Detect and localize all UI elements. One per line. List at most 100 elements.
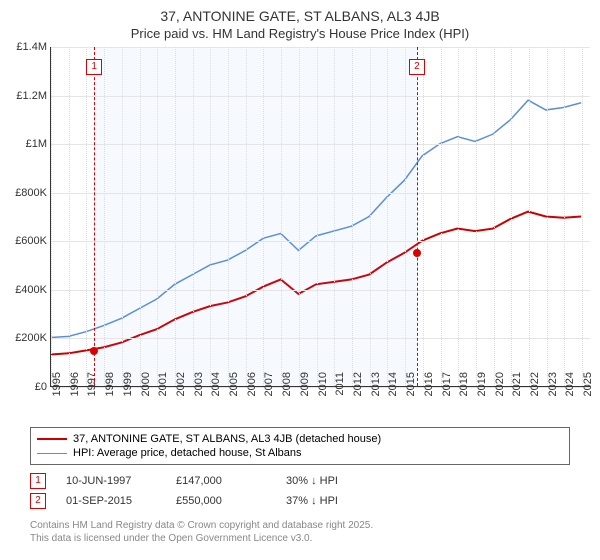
y-tick-label: £1.2M [3,90,47,102]
x-tick-label: 2000 [140,372,152,402]
marker-badge: 1 [86,59,102,75]
transaction-row: 201-SEP-2015£550,00037% ↓ HPI [30,491,570,511]
x-tick-label: 2003 [193,372,205,402]
legend-swatch [37,453,67,454]
gridline [441,47,442,386]
y-tick-label: £1M [3,138,47,150]
x-tick-label: 2022 [529,372,541,402]
x-tick-label: 2023 [547,372,559,402]
gridline [51,96,590,97]
y-tick-label: £1.4M [3,41,47,53]
legend-item: 37, ANTONINE GATE, ST ALBANS, AL3 4JB (d… [37,432,563,446]
gridline [564,47,565,386]
gridline [494,47,495,386]
x-tick-label: 1995 [51,372,63,402]
legend-swatch [37,438,67,440]
gridline [476,47,477,386]
x-tick-label: 2025 [582,372,594,402]
gridline [529,47,530,386]
gridline [281,47,282,386]
transaction-price: £550,000 [176,495,266,507]
gridline [210,47,211,386]
gridline [299,47,300,386]
marker-badge: 2 [409,59,425,75]
y-tick-label: £800K [3,187,47,199]
gridline [104,47,105,386]
gridline [122,47,123,386]
gridline [51,290,590,291]
y-tick-label: £400K [3,284,47,296]
footer-line: This data is licensed under the Open Gov… [30,532,570,545]
gridline [423,47,424,386]
transaction-date: 10-JUN-1997 [66,475,156,487]
transaction-price: £147,000 [176,475,266,487]
y-tick-label: £600K [3,235,47,247]
gridline [51,338,590,339]
x-tick-label: 1999 [122,372,134,402]
x-tick-label: 2017 [441,372,453,402]
x-tick-label: 2012 [352,372,364,402]
x-tick-label: 2005 [228,372,240,402]
gridline [69,47,70,386]
chart-subtitle: Price paid vs. HM Land Registry's House … [0,24,600,47]
x-tick-label: 2006 [246,372,258,402]
footer: Contains HM Land Registry data © Crown c… [30,519,570,545]
gridline [458,47,459,386]
x-tick-label: 2018 [458,372,470,402]
x-tick-label: 1997 [86,372,98,402]
marker-line [94,47,95,386]
legend-label: HPI: Average price, detached house, St A… [73,447,302,459]
shade-region [94,47,417,386]
x-tick-label: 2008 [281,372,293,402]
y-tick-label: £200K [3,332,47,344]
plot: £0£200K£400K£600K£800K£1M£1.2M£1.4M19951… [50,47,590,387]
transaction-date: 01-SEP-2015 [66,495,156,507]
gridline [317,47,318,386]
gridline [511,47,512,386]
gridline [547,47,548,386]
transactions-table: 110-JUN-1997£147,00030% ↓ HPI201-SEP-201… [30,471,570,511]
gridline [86,47,87,386]
x-tick-label: 2014 [387,372,399,402]
x-tick-label: 2007 [263,372,275,402]
gridline [157,47,158,386]
gridline [582,47,583,386]
legend: 37, ANTONINE GATE, ST ALBANS, AL3 4JB (d… [30,427,570,465]
x-tick-label: 2020 [494,372,506,402]
chart-container: 37, ANTONINE GATE, ST ALBANS, AL3 4JB Pr… [0,0,600,560]
x-tick-label: 2013 [370,372,382,402]
chart-area: £0£200K£400K£600K£800K£1M£1.2M£1.4M19951… [50,47,590,387]
x-tick-label: 2021 [511,372,523,402]
transaction-delta: 30% ↓ HPI [286,475,376,487]
gridline [352,47,353,386]
x-tick-label: 2004 [210,372,222,402]
gridline [51,144,590,145]
legend-label: 37, ANTONINE GATE, ST ALBANS, AL3 4JB (d… [73,433,381,445]
gridline [228,47,229,386]
legend-item: HPI: Average price, detached house, St A… [37,446,563,460]
gridline [387,47,388,386]
x-tick-label: 2001 [157,372,169,402]
chart-title: 37, ANTONINE GATE, ST ALBANS, AL3 4JB [0,0,600,24]
x-tick-label: 1998 [104,372,116,402]
x-tick-label: 2024 [564,372,576,402]
x-tick-label: 2009 [299,372,311,402]
gridline [193,47,194,386]
x-tick-label: 2015 [405,372,417,402]
gridline [175,47,176,386]
x-tick-label: 2019 [476,372,488,402]
gridline [51,47,590,48]
gridline [405,47,406,386]
x-tick-label: 1996 [69,372,81,402]
gridline [140,47,141,386]
gridline [263,47,264,386]
x-tick-label: 2016 [423,372,435,402]
gridline [51,241,590,242]
gridline [51,193,590,194]
transaction-delta: 37% ↓ HPI [286,495,376,507]
transaction-badge: 1 [30,473,46,489]
data-point [90,347,98,355]
x-tick-label: 2010 [317,372,329,402]
y-tick-label: £0 [3,381,47,393]
gridline [370,47,371,386]
